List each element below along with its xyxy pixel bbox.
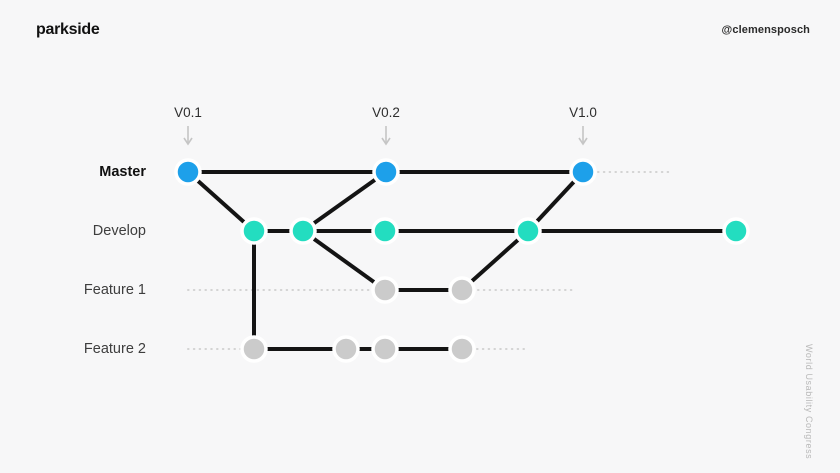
commit-node-develop [371, 217, 399, 245]
commit-edge [301, 170, 388, 233]
branch-label-develop: Develop [92, 223, 146, 239]
commit-node-feature [332, 335, 360, 363]
commit-node-develop [722, 217, 750, 245]
branch-label-master: Master [99, 164, 146, 180]
commit-node-feature [448, 335, 476, 363]
commit-edge [301, 229, 387, 292]
commit-node-develop [240, 217, 268, 245]
version-tag-label: V1.0 [569, 105, 597, 120]
commit-edge [460, 229, 530, 292]
commit-node-master [174, 158, 202, 186]
commit-node-feature [371, 276, 399, 304]
version-tag-label: V0.2 [372, 105, 400, 120]
commit-node-feature [371, 335, 399, 363]
event-watermark: World Usability Congress [804, 344, 814, 460]
commit-edge [186, 170, 256, 233]
branch-label-feature-1: Feature 1 [83, 282, 146, 298]
brand-logo: parkside [36, 21, 100, 38]
commit-node-develop [514, 217, 542, 245]
version-tag-label: V0.1 [174, 105, 202, 120]
version-arrow-icon [183, 137, 193, 146]
commit-node-master [372, 158, 400, 186]
commit-node-feature [448, 276, 476, 304]
author-handle: @clemensposch [721, 24, 810, 36]
branch-label-feature-2: Feature 2 [83, 341, 146, 357]
commit-node-develop [289, 217, 317, 245]
commit-node-master [569, 158, 597, 186]
version-arrow-icon [381, 137, 391, 146]
version-arrow-icon [578, 137, 588, 146]
commit-node-feature [240, 335, 268, 363]
